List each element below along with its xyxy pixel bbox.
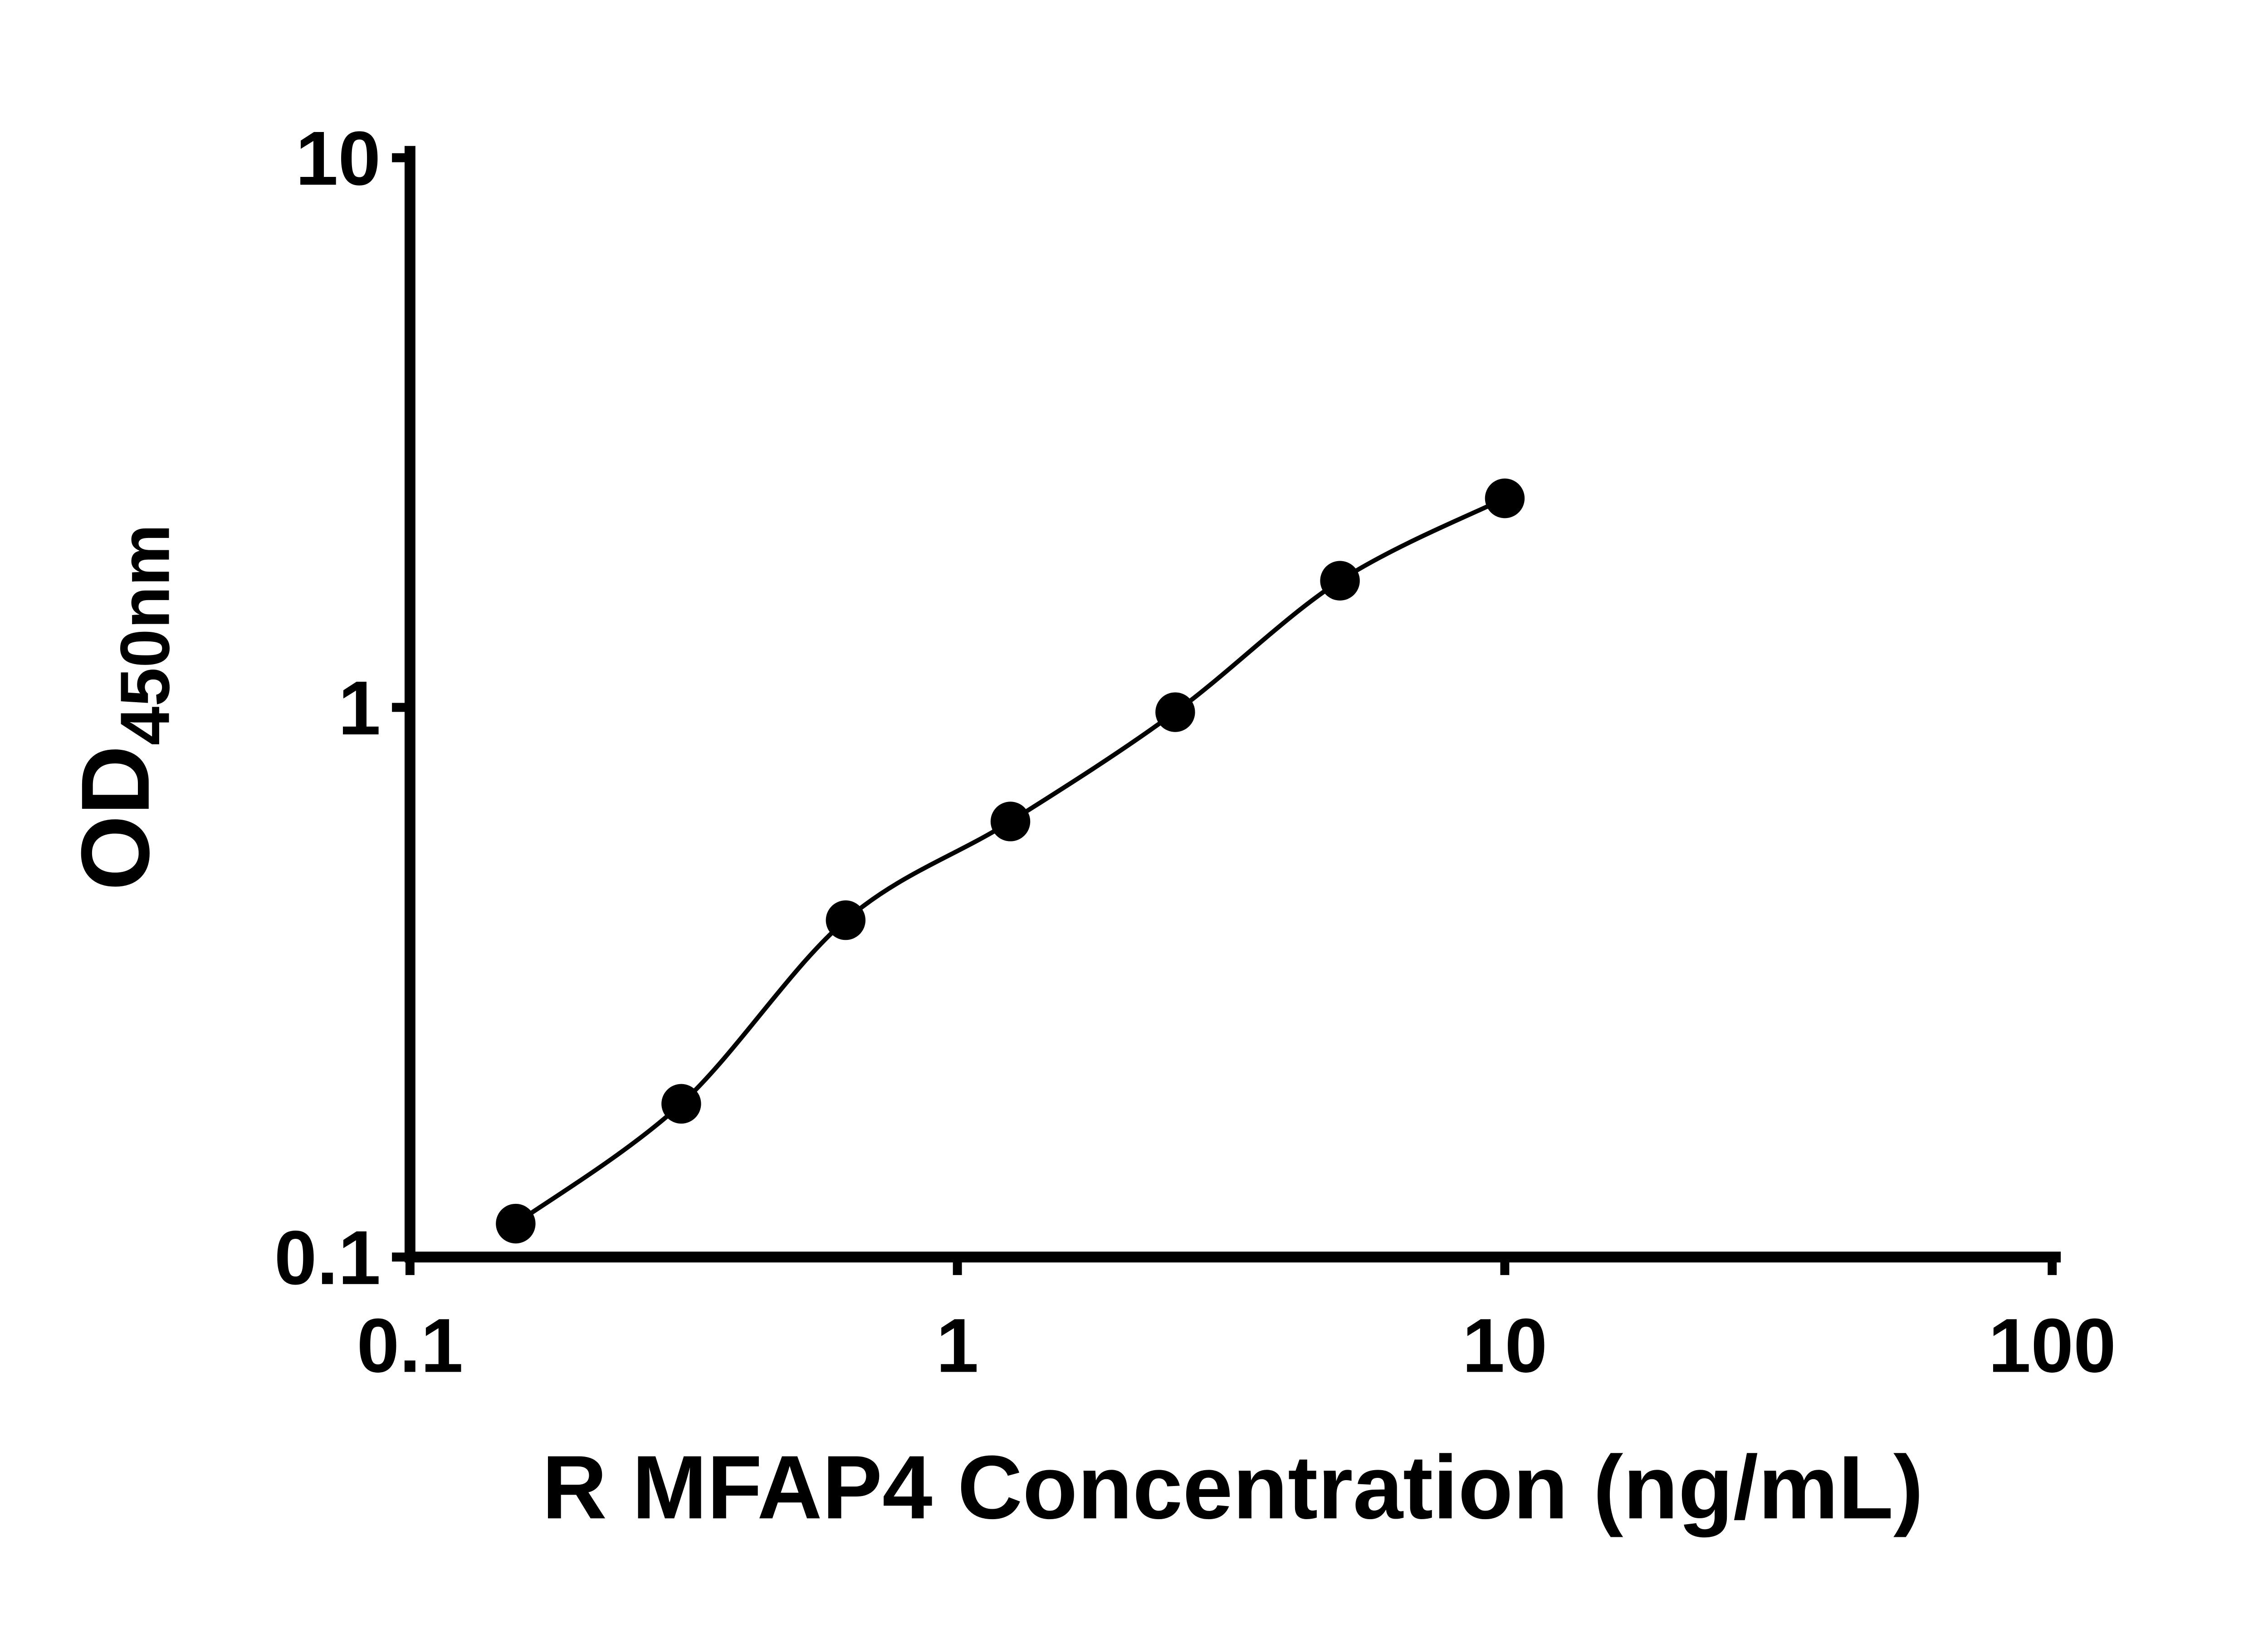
data-point	[1320, 561, 1360, 601]
y-tick-label: 0.1	[274, 1215, 381, 1301]
axis-lines	[404, 146, 2061, 1263]
data-point	[826, 900, 866, 940]
y-axis-title: OD450nm	[62, 524, 184, 890]
x-tick-label: 100	[1988, 1302, 2116, 1388]
data-point	[990, 802, 1031, 841]
data-point	[661, 1084, 701, 1124]
y-axis-title-base: OD	[62, 745, 170, 890]
data-point	[1485, 478, 1525, 518]
data-point	[496, 1203, 536, 1244]
x-axis-title: R MFAP4 Concentration (ng/mL)	[542, 1437, 1924, 1538]
y-axis-title-subscript: 450nm	[106, 524, 184, 745]
x-tick-label: 10	[1462, 1302, 1548, 1388]
x-tick-label: 1	[936, 1302, 979, 1388]
data-point	[1155, 692, 1195, 732]
plot-layer: 0.1 1 10 100 0.1 1 10	[274, 115, 2116, 1388]
y-tick-label: 1	[338, 665, 381, 751]
fit-curve	[514, 496, 1506, 1226]
x-tick-label: 0.1	[357, 1302, 464, 1388]
y-tick-label: 10	[295, 115, 381, 201]
